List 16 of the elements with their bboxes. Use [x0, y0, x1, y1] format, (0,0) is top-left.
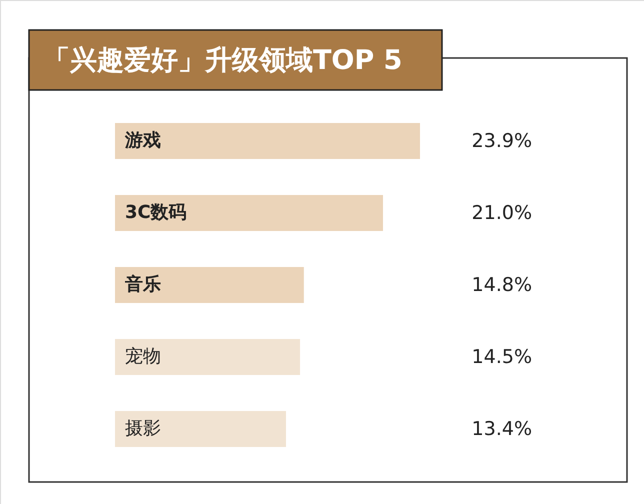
y-tick-label: 音乐: [124, 274, 161, 295]
bar: [115, 123, 420, 159]
bar: [115, 195, 383, 231]
bar: [115, 411, 286, 447]
data-label: 14.5%: [472, 346, 532, 368]
chart-title: 「兴趣爱好」升级领域TOP 5: [43, 45, 402, 76]
data-label: 21.0%: [472, 202, 532, 224]
y-tick-label: 宠物: [125, 346, 161, 367]
data-label: 23.9%: [472, 130, 532, 152]
bar: [115, 339, 300, 375]
bar: [115, 267, 304, 303]
y-tick-label: 摄影: [125, 418, 161, 439]
y-tick-label: 3C数码: [125, 202, 187, 223]
data-label: 14.8%: [472, 274, 532, 296]
data-label: 13.4%: [472, 418, 532, 440]
y-tick-label: 游戏: [124, 130, 161, 151]
